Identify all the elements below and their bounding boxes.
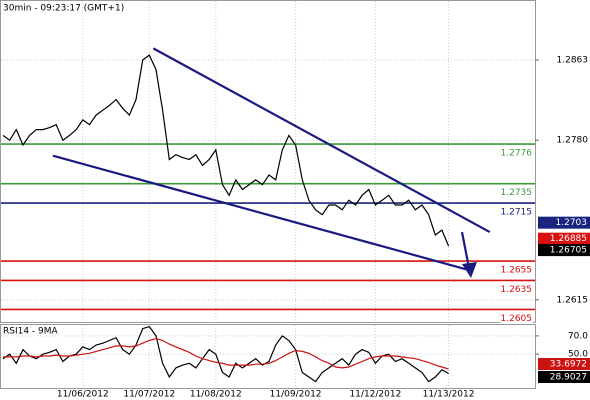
level-label: 1.2635 <box>501 285 533 295</box>
x-tick-label: 11/13/2012 <box>423 390 475 400</box>
price-tag <box>538 216 590 229</box>
chart-title: 30min - 09:23:17 (GMT+1) <box>3 4 124 14</box>
price-tag-label: 1.26885 <box>550 234 587 244</box>
level-label-bg <box>500 312 533 324</box>
level-label-bg <box>500 283 533 295</box>
x-tick-label: 11/07/2012 <box>123 390 175 400</box>
indicator-line <box>2 326 449 383</box>
price-tag-label: 1.2703 <box>556 218 588 228</box>
price-tag <box>538 232 590 245</box>
level-label: 1.2776 <box>501 149 533 159</box>
trend-line <box>52 154 469 271</box>
level-label: 1.2605 <box>501 314 533 324</box>
indicator-title: RSI14 - 9MA <box>3 327 59 337</box>
x-tick-label: 11/12/2012 <box>349 390 401 400</box>
indicator-panel <box>0 324 536 389</box>
x-tick-label: 11/08/2012 <box>190 390 242 400</box>
price-line <box>2 54 450 247</box>
level-label-bg <box>500 206 533 218</box>
indicator-line <box>3 337 449 370</box>
price-tag-label: 28.9027 <box>550 373 587 383</box>
trend-line <box>152 47 491 234</box>
price-tag <box>538 244 590 257</box>
level-label: 1.2735 <box>501 188 533 198</box>
y-tick-label: 1.2780 <box>557 136 589 146</box>
price-tag <box>538 371 590 383</box>
y-tick-label: 1.2615 <box>557 295 589 305</box>
level-label-bg <box>500 264 533 276</box>
price-tag-label: 33.6972 <box>550 360 587 370</box>
level-label-bg <box>500 147 533 159</box>
level-label-bg <box>500 186 533 198</box>
x-tick-label: 11/09/2012 <box>270 390 322 400</box>
y-tick-label: 1.2863 <box>557 55 589 65</box>
price-tag-label: 1.26705 <box>550 246 587 256</box>
price-panel <box>0 0 536 323</box>
x-tick-label: 11/06/2012 <box>57 390 109 400</box>
arrow <box>460 231 471 269</box>
price-tag <box>538 358 590 370</box>
y-tick-label: 70.0 <box>568 331 588 341</box>
level-label: 1.2715 <box>501 208 533 218</box>
y-tick-label: 50.0 <box>568 350 588 360</box>
arrow-head <box>462 262 477 278</box>
level-label: 1.2655 <box>501 266 533 276</box>
